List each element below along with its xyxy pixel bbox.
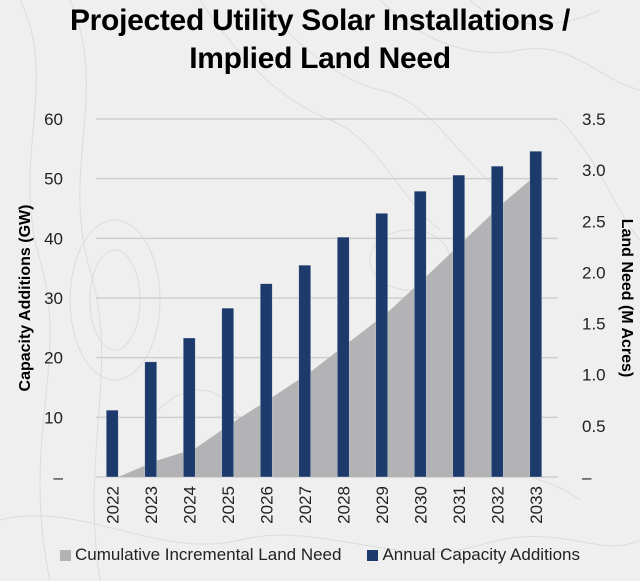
x-tick-label: 2026	[257, 486, 276, 524]
legend-item-land-need: Cumulative Incremental Land Need	[59, 545, 342, 565]
bar-2031	[452, 174, 466, 478]
x-tick-label: 2032	[488, 486, 507, 524]
y2-tick-label: 1.5	[582, 315, 606, 334]
y-tick-label: –	[54, 468, 64, 487]
x-tick-label: 2033	[527, 486, 546, 524]
bar-2022	[105, 409, 119, 478]
y-tick-label: 20	[44, 349, 63, 368]
chart-title: Projected Utility Solar Installations / …	[0, 2, 640, 78]
y-axis-left-ticks: – 10 20 30 40 50 60	[44, 110, 63, 487]
y-tick-label: 60	[44, 110, 63, 129]
bar-2025	[221, 307, 235, 478]
x-tick-label: 2023	[142, 486, 161, 524]
bar-2032	[490, 165, 504, 478]
y-tick-label: 30	[44, 289, 63, 308]
y-tick-label: 10	[44, 408, 63, 427]
chart-title-line-1: Projected Utility Solar Installations /	[69, 4, 571, 37]
legend-label-capacity: Annual Capacity Additions	[382, 545, 580, 564]
x-tick-label: 2025	[219, 486, 238, 524]
area-series	[118, 170, 542, 477]
x-tick-label: 2027	[296, 486, 315, 524]
area-land-need	[118, 170, 542, 477]
x-axis-ticks: 2022 2023 2024 2025 2026 2027 2028 2029 2030 2031…	[103, 486, 546, 524]
bar-2023	[144, 361, 158, 478]
y2-tick-label: 2.5	[582, 212, 606, 231]
x-tick-label: 2031	[450, 486, 469, 524]
x-tick-label: 2024	[180, 486, 199, 524]
y2-tick-label: 3.5	[582, 110, 606, 129]
chart-title-line-2: Implied Land Need	[189, 42, 451, 75]
bar-2030	[413, 190, 427, 478]
bar-2026	[259, 283, 273, 478]
y2-tick-label: –	[582, 468, 592, 487]
bar-2028	[336, 236, 350, 478]
x-tick-label: 2029	[373, 486, 392, 524]
x-tick-label: 2030	[411, 486, 430, 524]
y-tick-label: 40	[44, 229, 63, 248]
y-tick-label: 50	[44, 170, 63, 189]
legend: Cumulative Incremental Land Need Annual …	[0, 545, 640, 565]
y-axis-right-title: Land Need (M Acres)	[618, 219, 635, 378]
y2-tick-label: 1.0	[582, 366, 606, 385]
bar-2027	[298, 264, 312, 478]
bar-2024	[182, 337, 196, 478]
bar-2029	[375, 212, 389, 478]
y2-tick-label: 2.0	[582, 263, 606, 282]
y2-tick-label: 3.0	[582, 161, 606, 180]
legend-item-capacity: Annual Capacity Additions	[367, 545, 580, 565]
y-axis-left-title: Capacity Additions (GW)	[17, 205, 34, 392]
bar-2033	[529, 150, 543, 478]
legend-swatch-land-need	[59, 549, 71, 561]
legend-label-land-need: Cumulative Incremental Land Need	[74, 545, 342, 564]
bar-series	[105, 150, 543, 478]
x-tick-label: 2022	[103, 486, 122, 524]
x-tick-label: 2028	[334, 486, 353, 524]
y-axis-right-ticks: – 0.5 1.0 1.5 2.0 2.5 3.0 3.5	[582, 110, 606, 487]
legend-swatch-capacity	[367, 549, 379, 561]
y2-tick-label: 0.5	[582, 417, 606, 436]
